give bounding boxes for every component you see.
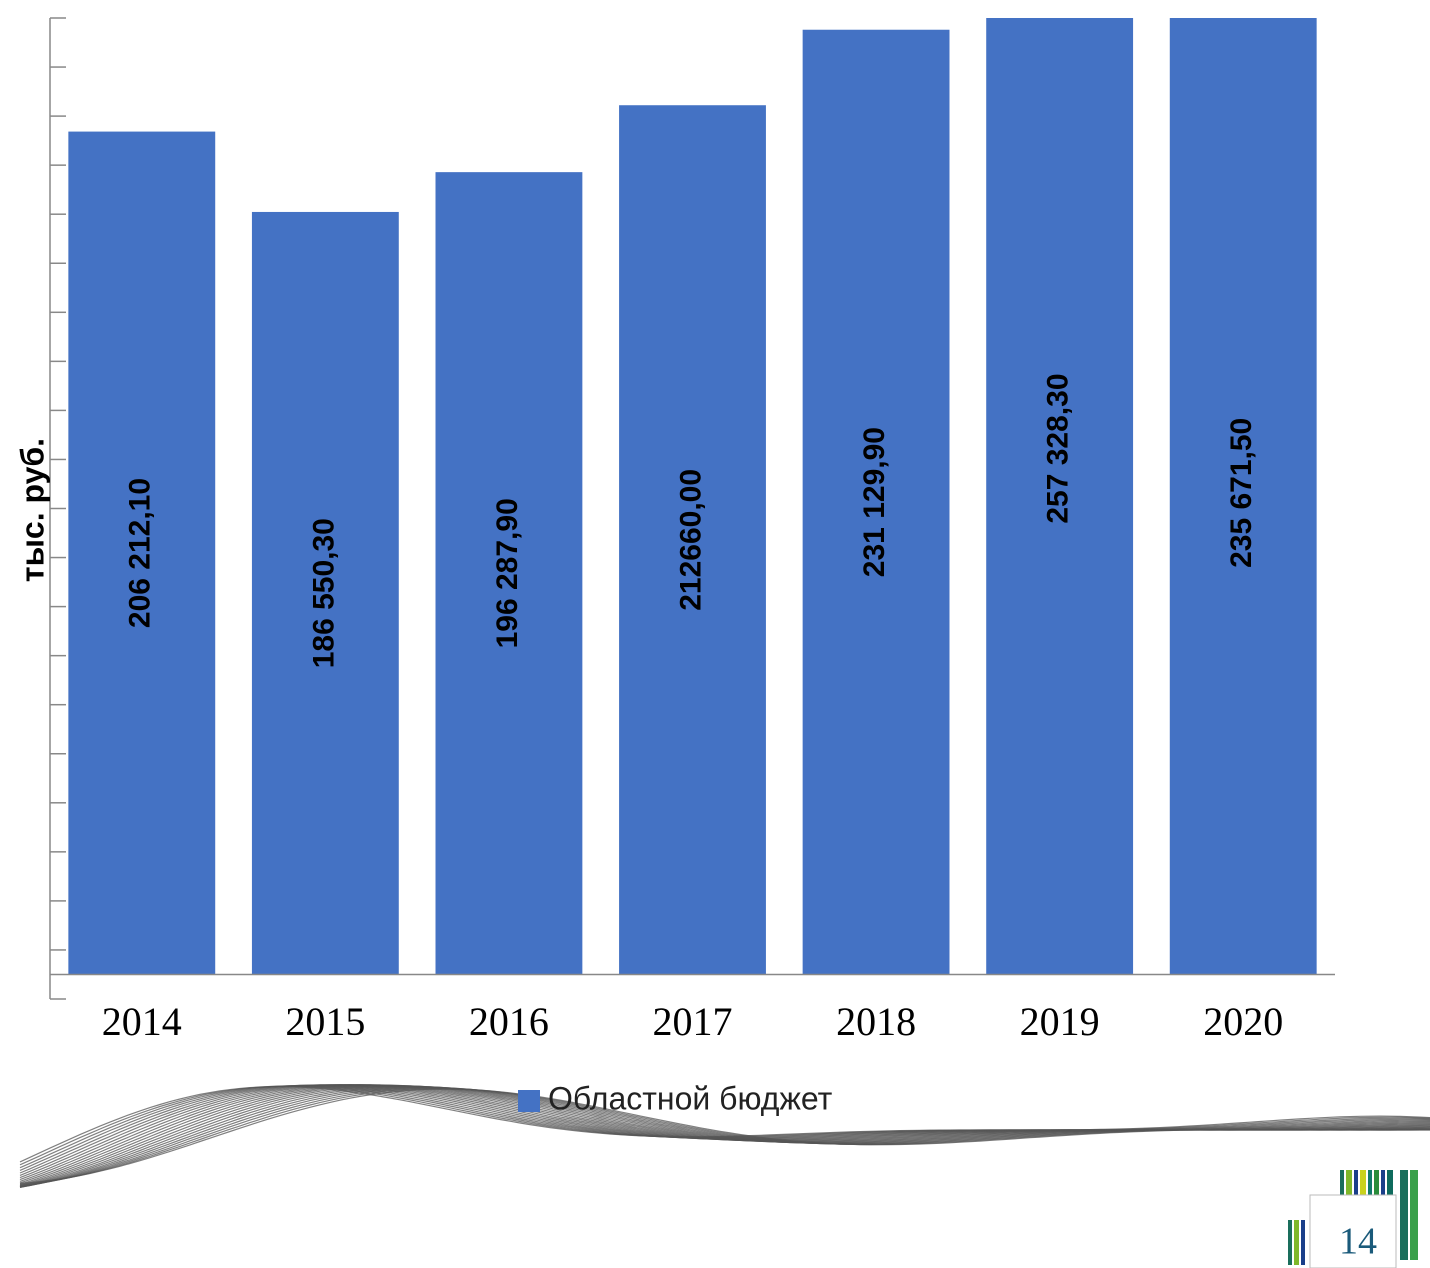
wave-decoration bbox=[19, 1084, 1430, 1188]
chart: 206 212,10 186 550,30 196 287,90 212660,00 2… bbox=[49, 17, 1335, 1116]
legend-label: Областной бюджет bbox=[548, 1080, 833, 1116]
bar bbox=[251, 211, 399, 975]
value-label: 186 550,30 bbox=[307, 518, 340, 668]
x-tick-label: 2019 bbox=[1020, 999, 1100, 1044]
value-label: 257 328,30 bbox=[1042, 373, 1075, 523]
x-tick-label: 2020 bbox=[1203, 999, 1283, 1044]
page-number: 14 bbox=[1339, 1221, 1377, 1263]
plot-area bbox=[68, 18, 1317, 975]
value-label: 235 671,50 bbox=[1225, 418, 1258, 568]
value-label: 196 287,90 bbox=[491, 498, 524, 648]
y-axis-label: тыс. руб. bbox=[14, 438, 50, 582]
bar bbox=[1169, 18, 1317, 975]
bar bbox=[986, 18, 1134, 975]
page-badge: 14 bbox=[1288, 1170, 1418, 1268]
value-label: 206 212,10 bbox=[124, 478, 157, 628]
bar bbox=[435, 172, 583, 975]
wave-line bbox=[19, 1085, 1430, 1163]
bar bbox=[802, 29, 950, 975]
x-tick-label: 2015 bbox=[285, 999, 365, 1044]
legend-swatch bbox=[518, 1090, 540, 1112]
bar bbox=[619, 105, 766, 975]
value-label: 231 129,90 bbox=[858, 427, 891, 577]
x-tick-label: 2017 bbox=[653, 999, 733, 1044]
x-tick-label: 2014 bbox=[102, 999, 182, 1044]
x-tick-label: 2018 bbox=[836, 999, 916, 1044]
value-label: 212660,00 bbox=[674, 469, 707, 611]
bar bbox=[68, 131, 216, 975]
x-tick-label: 2016 bbox=[469, 999, 549, 1044]
